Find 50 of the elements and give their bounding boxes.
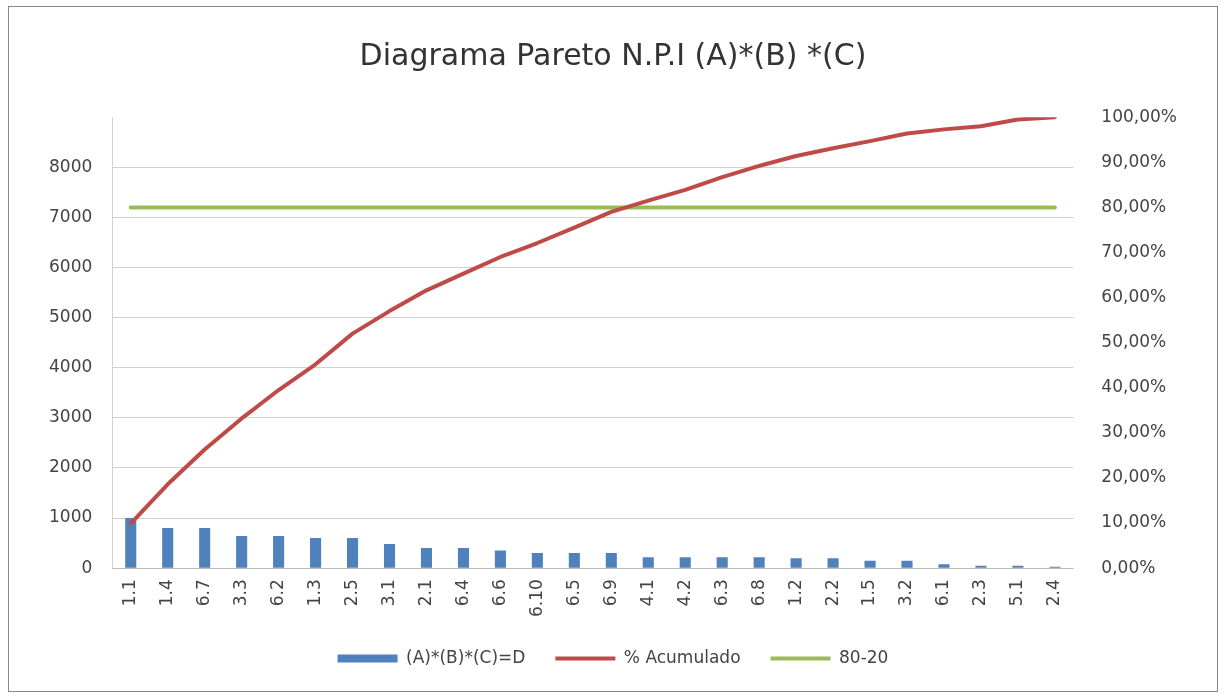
chart-title: Diagrama Pareto N.P.I (A)*(B) *(C) (358, 37, 868, 72)
x-tick-label: 5.1 (1006, 579, 1027, 607)
legend-label: (A)*(B)*(C)=D (406, 646, 526, 667)
x-tick-label: 1.3 (304, 579, 324, 607)
legend-label: % Acumulado (623, 646, 741, 667)
y-tick-label: 1000 (49, 506, 93, 527)
y2-tick-label: 70,00% (1101, 240, 1167, 261)
y2-tick-label: 90,00% (1101, 150, 1167, 171)
x-tick-label: 1.2 (784, 579, 805, 607)
y2-tick-label: 30,00% (1101, 421, 1167, 442)
y2-tick-label: 10,00% (1101, 511, 1167, 532)
x-tick-label: 6.4 (451, 579, 472, 607)
y-tick-label: 8000 (49, 155, 93, 176)
y2-tick-label: 20,00% (1101, 466, 1167, 487)
y-tick-label: 7000 (49, 205, 93, 226)
x-tick-label: 1.5 (858, 579, 879, 607)
y-tick-label: 6000 (49, 255, 93, 276)
x-tick-label: 3.2 (895, 579, 916, 607)
x-tick-label: 6.6 (488, 579, 509, 607)
y-tick-label: 5000 (49, 306, 93, 327)
y-tick-label: 2000 (49, 456, 93, 477)
x-tick-label: 2.5 (340, 579, 361, 607)
x-tick-label: 4.1 (636, 579, 657, 607)
y2-tick-label: 40,00% (1101, 376, 1167, 397)
y2-tick-label: 0,00% (1101, 556, 1156, 577)
x-tick-label: 2.1 (414, 579, 435, 607)
x-tick-label: 3.1 (377, 579, 398, 607)
x-tick-label: 6.8 (747, 579, 768, 607)
x-tick-label: 2.3 (969, 579, 990, 607)
y-tick-label: 0 (81, 556, 93, 577)
x-tick-label: 6.5 (562, 579, 583, 607)
x-tick-label: 3.3 (230, 579, 251, 607)
x-tick-label: 1.1 (119, 579, 140, 607)
x-tick-label: 6.1 (932, 579, 953, 607)
y2-tick-label: 50,00% (1101, 331, 1167, 352)
x-tick-label: 6.10 (525, 579, 546, 618)
x-tick-label: 6.2 (267, 579, 288, 607)
x-tick-label: 2.4 (1043, 579, 1064, 607)
x-tick-label: 2.2 (821, 579, 842, 607)
y2-tick-label: 80,00% (1101, 195, 1167, 216)
y-tick-label: 3000 (49, 406, 93, 427)
y2-tick-label: 100,00% (1101, 105, 1177, 126)
y2-tick-label: 60,00% (1101, 286, 1167, 306)
y-tick-label: 4000 (49, 356, 93, 377)
legend-label: 80-20 (839, 646, 889, 667)
x-tick-label: 6.3 (710, 579, 731, 607)
x-tick-label: 4.2 (673, 579, 694, 607)
x-tick-label: 1.4 (156, 579, 177, 607)
x-tick-label: 6.9 (599, 579, 620, 607)
x-tick-label: 6.7 (193, 579, 214, 607)
